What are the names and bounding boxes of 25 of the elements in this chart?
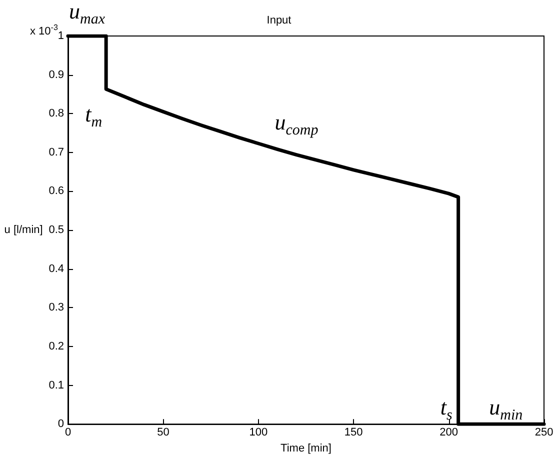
annotation: t$_{m}$: [85, 101, 102, 131]
y-tick-label: 0.3: [48, 302, 64, 314]
y-tick-label: 0.8: [48, 108, 64, 120]
x-tick-label: 100: [249, 426, 268, 439]
y-tick-label: 0.9: [48, 68, 64, 81]
x-tick-label: 200: [440, 426, 458, 439]
x-axis-title: Time [min]: [280, 442, 332, 454]
annotation: u$_{comp}$: [274, 109, 318, 138]
y-tick-label: 1: [58, 30, 64, 42]
y-tick-label: 0.2: [48, 340, 64, 352]
x-tick-label: 50: [157, 426, 170, 439]
y-tick-label: 0.7: [48, 146, 64, 158]
y-axis-title: u [l/min]: [4, 224, 43, 236]
x-tick-label: 250: [534, 426, 554, 439]
chart-title: Input: [266, 14, 292, 26]
text: x 10$^{-3}$: [30, 23, 58, 38]
y-tick-label: 0.1: [48, 379, 64, 392]
y-tick-label: 0.4: [48, 262, 64, 275]
x-tick-label: 150: [344, 426, 363, 439]
y-tick-label: 0.6: [48, 185, 64, 198]
annotation: t$_{s}$: [440, 394, 452, 424]
annotation: u$_{max}$: [69, 0, 106, 28]
annotation: u$_{min}$: [489, 394, 523, 424]
y-tick-label: 0.5: [48, 224, 64, 236]
y-tick-label: 0: [58, 418, 64, 430]
